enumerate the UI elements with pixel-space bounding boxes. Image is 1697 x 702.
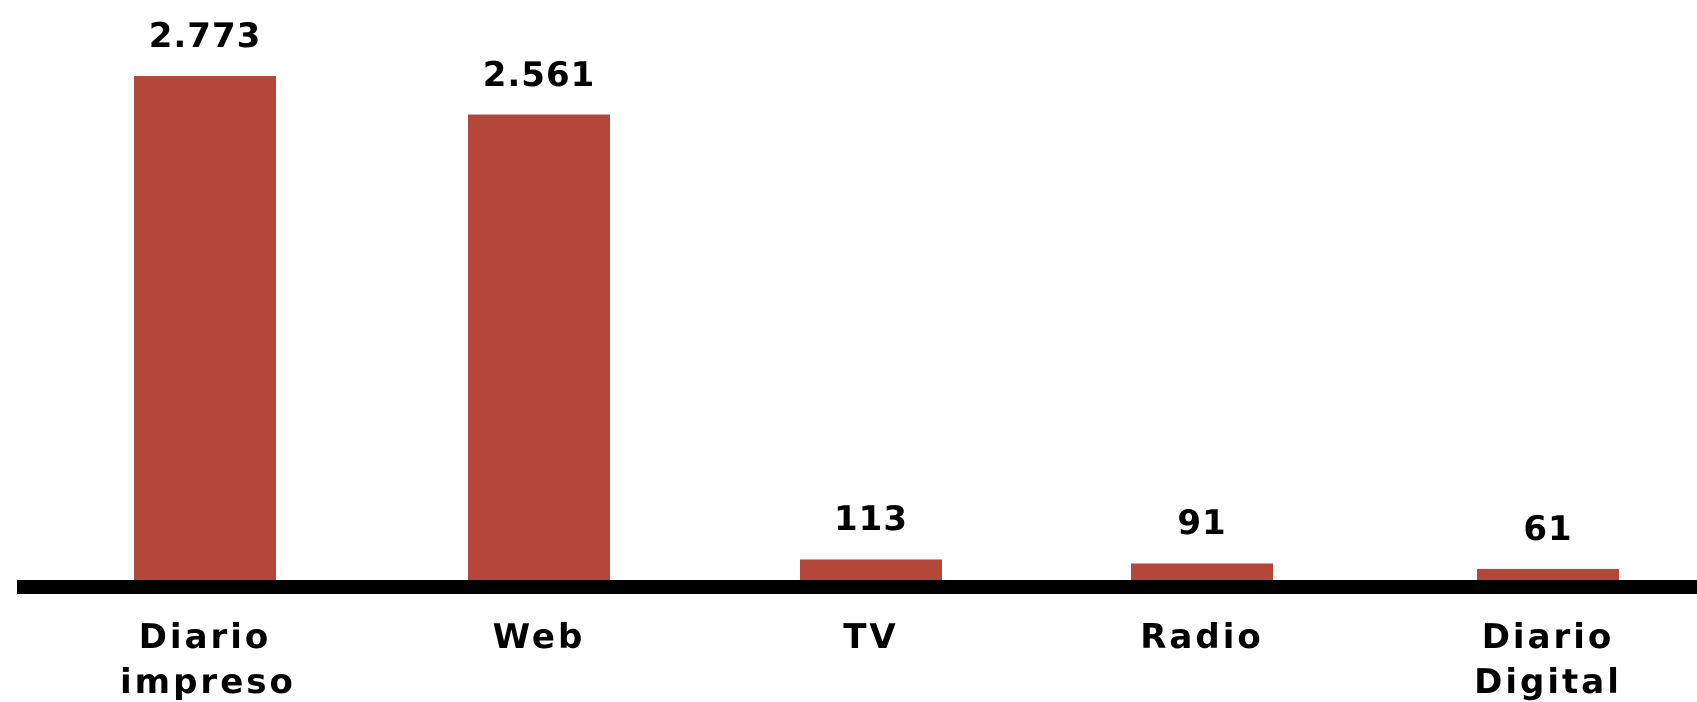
value-label: 2.561	[482, 54, 596, 95]
baseline	[17, 580, 1697, 594]
bar	[800, 559, 942, 580]
x-tick-label: Diario impreso	[120, 617, 296, 702]
value-label: 113	[834, 499, 908, 540]
bar	[468, 114, 610, 580]
x-tick-label: Web	[492, 617, 586, 657]
x-tick-label: TV	[843, 617, 899, 657]
bar	[1131, 563, 1273, 580]
value-label: 91	[1177, 503, 1227, 544]
x-tick-label: Radio	[1140, 617, 1264, 657]
bar	[134, 76, 276, 580]
value-label: 2.773	[148, 16, 262, 56]
value-label: 61	[1523, 508, 1573, 549]
x-tick-label: Diario Digital	[1474, 617, 1622, 702]
bar	[1477, 568, 1619, 580]
